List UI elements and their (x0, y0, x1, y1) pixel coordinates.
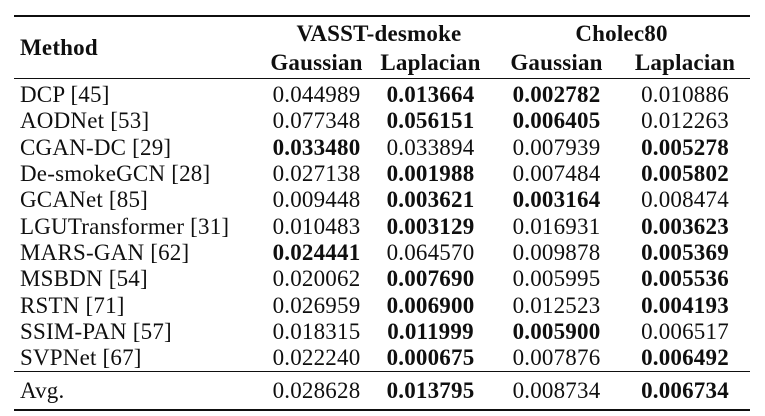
value-cell: 0.005278 (641, 134, 729, 160)
table-row: AODNet [53] 0.077348 0.056151 0.006405 0… (14, 108, 750, 134)
method-cell: MARS-GAN [62] (20, 239, 190, 265)
value-cell: 0.000675 (386, 345, 475, 371)
value-cell: 0.044989 (272, 82, 361, 108)
value-cell: 0.024441 (272, 239, 361, 265)
value-cell: 0.008474 (641, 187, 729, 213)
value-cell: 0.013664 (386, 82, 475, 108)
method-cell: CGAN-DC [29] (20, 134, 172, 160)
value-cell: 0.006734 (641, 377, 729, 403)
subheader-cholec-laplacian: Laplacian (634, 49, 736, 75)
group-header-cholec80: Cholec80 (575, 21, 668, 46)
value-cell: 0.012523 (512, 292, 601, 318)
value-cell: 0.006900 (386, 292, 475, 318)
value-cell: 0.005369 (641, 239, 729, 265)
method-cell: GCANet [85] (20, 187, 149, 213)
table-row: LGUTransformer [31] 0.010483 0.003129 0.… (14, 213, 750, 239)
value-cell: 0.064570 (386, 239, 475, 265)
value-cell: 0.027138 (272, 161, 361, 187)
value-cell: 0.007939 (512, 134, 601, 160)
value-cell: 0.008734 (512, 377, 601, 403)
value-cell: 0.006492 (641, 345, 729, 371)
col-header-method: Method (20, 34, 98, 60)
value-cell: 0.033480 (272, 134, 361, 160)
table-row: SVPNet [67] 0.022240 0.000675 0.007876 0… (14, 344, 750, 371)
value-cell: 0.007690 (386, 266, 475, 292)
table-header: Method VASST-desmoke Cholec80 Gaussian L… (14, 16, 750, 78)
results-table-container: Method VASST-desmoke Cholec80 Gaussian L… (14, 15, 750, 411)
value-cell: 0.016931 (512, 213, 601, 239)
value-cell: 0.005802 (641, 161, 729, 187)
results-table: Method VASST-desmoke Cholec80 Gaussian L… (14, 15, 750, 411)
value-cell: 0.007876 (512, 345, 601, 371)
value-cell: 0.002782 (512, 82, 601, 108)
method-cell: DCP [45] (20, 82, 110, 108)
group-header-row: Method VASST-desmoke Cholec80 (14, 16, 750, 59)
method-cell: Avg. (20, 377, 65, 403)
value-cell: 0.009878 (512, 239, 601, 265)
value-cell: 0.009448 (272, 187, 361, 213)
table-body: DCP [45] 0.044989 0.013664 0.002782 0.01… (14, 78, 750, 410)
table-row: De-smokeGCN [28] 0.027138 0.001988 0.007… (14, 160, 750, 186)
method-cell: De-smokeGCN [28] (20, 161, 211, 187)
method-cell: RSTN [71] (20, 292, 125, 318)
table-row: RSTN [71] 0.026959 0.006900 0.012523 0.0… (14, 292, 750, 318)
table-row: SSIM-PAN [57] 0.018315 0.011999 0.005900… (14, 318, 750, 344)
value-cell: 0.028628 (272, 377, 361, 403)
value-cell: 0.033894 (386, 134, 475, 160)
table-row: DCP [45] 0.044989 0.013664 0.002782 0.01… (14, 78, 750, 108)
value-cell: 0.005900 (512, 318, 601, 344)
value-cell: 0.003129 (386, 213, 475, 239)
table-row: MARS-GAN [62] 0.024441 0.064570 0.009878… (14, 239, 750, 265)
value-cell: 0.011999 (387, 318, 474, 344)
subheader-cholec-gaussian: Gaussian (510, 49, 603, 75)
value-cell: 0.005995 (512, 266, 601, 292)
method-cell: LGUTransformer [31] (20, 213, 230, 239)
value-cell: 0.013795 (386, 377, 475, 403)
value-cell: 0.022240 (272, 345, 361, 371)
value-cell: 0.010886 (641, 82, 729, 108)
value-cell: 0.003164 (512, 187, 601, 213)
value-cell: 0.056151 (386, 108, 475, 134)
method-cell: SVPNet [67] (20, 345, 142, 371)
method-cell: MSBDN [54] (20, 266, 148, 292)
value-cell: 0.005536 (641, 266, 729, 292)
value-cell: 0.020062 (272, 266, 361, 292)
value-cell: 0.077348 (272, 108, 361, 134)
method-cell: SSIM-PAN [57] (20, 318, 172, 344)
value-cell: 0.006405 (512, 108, 601, 134)
value-cell: 0.018315 (272, 318, 361, 344)
group-header-vasst-desmoke: VASST-desmoke (296, 21, 462, 46)
table-row: GCANet [85] 0.009448 0.003621 0.003164 0… (14, 187, 750, 213)
value-cell: 0.001988 (386, 161, 475, 187)
value-cell: 0.006517 (641, 318, 729, 344)
value-cell: 0.003623 (641, 213, 729, 239)
value-cell: 0.012263 (641, 108, 729, 134)
subheader-vasst-gaussian: Gaussian (270, 49, 363, 75)
value-cell: 0.010483 (272, 213, 361, 239)
table-row: MSBDN [54] 0.020062 0.007690 0.005995 0.… (14, 266, 750, 292)
value-cell: 0.007484 (512, 161, 601, 187)
value-cell: 0.003621 (386, 187, 475, 213)
value-cell: 0.026959 (272, 292, 361, 318)
sub-header-row: Gaussian Laplacian Gaussian Laplacian (14, 47, 750, 78)
avg-row: Avg. 0.028628 0.013795 0.008734 0.006734 (14, 371, 750, 410)
value-cell: 0.004193 (641, 292, 729, 318)
subheader-vasst-laplacian: Laplacian (380, 49, 481, 75)
table-row: CGAN-DC [29] 0.033480 0.033894 0.007939 … (14, 134, 750, 160)
method-cell: AODNet [53] (20, 108, 150, 134)
